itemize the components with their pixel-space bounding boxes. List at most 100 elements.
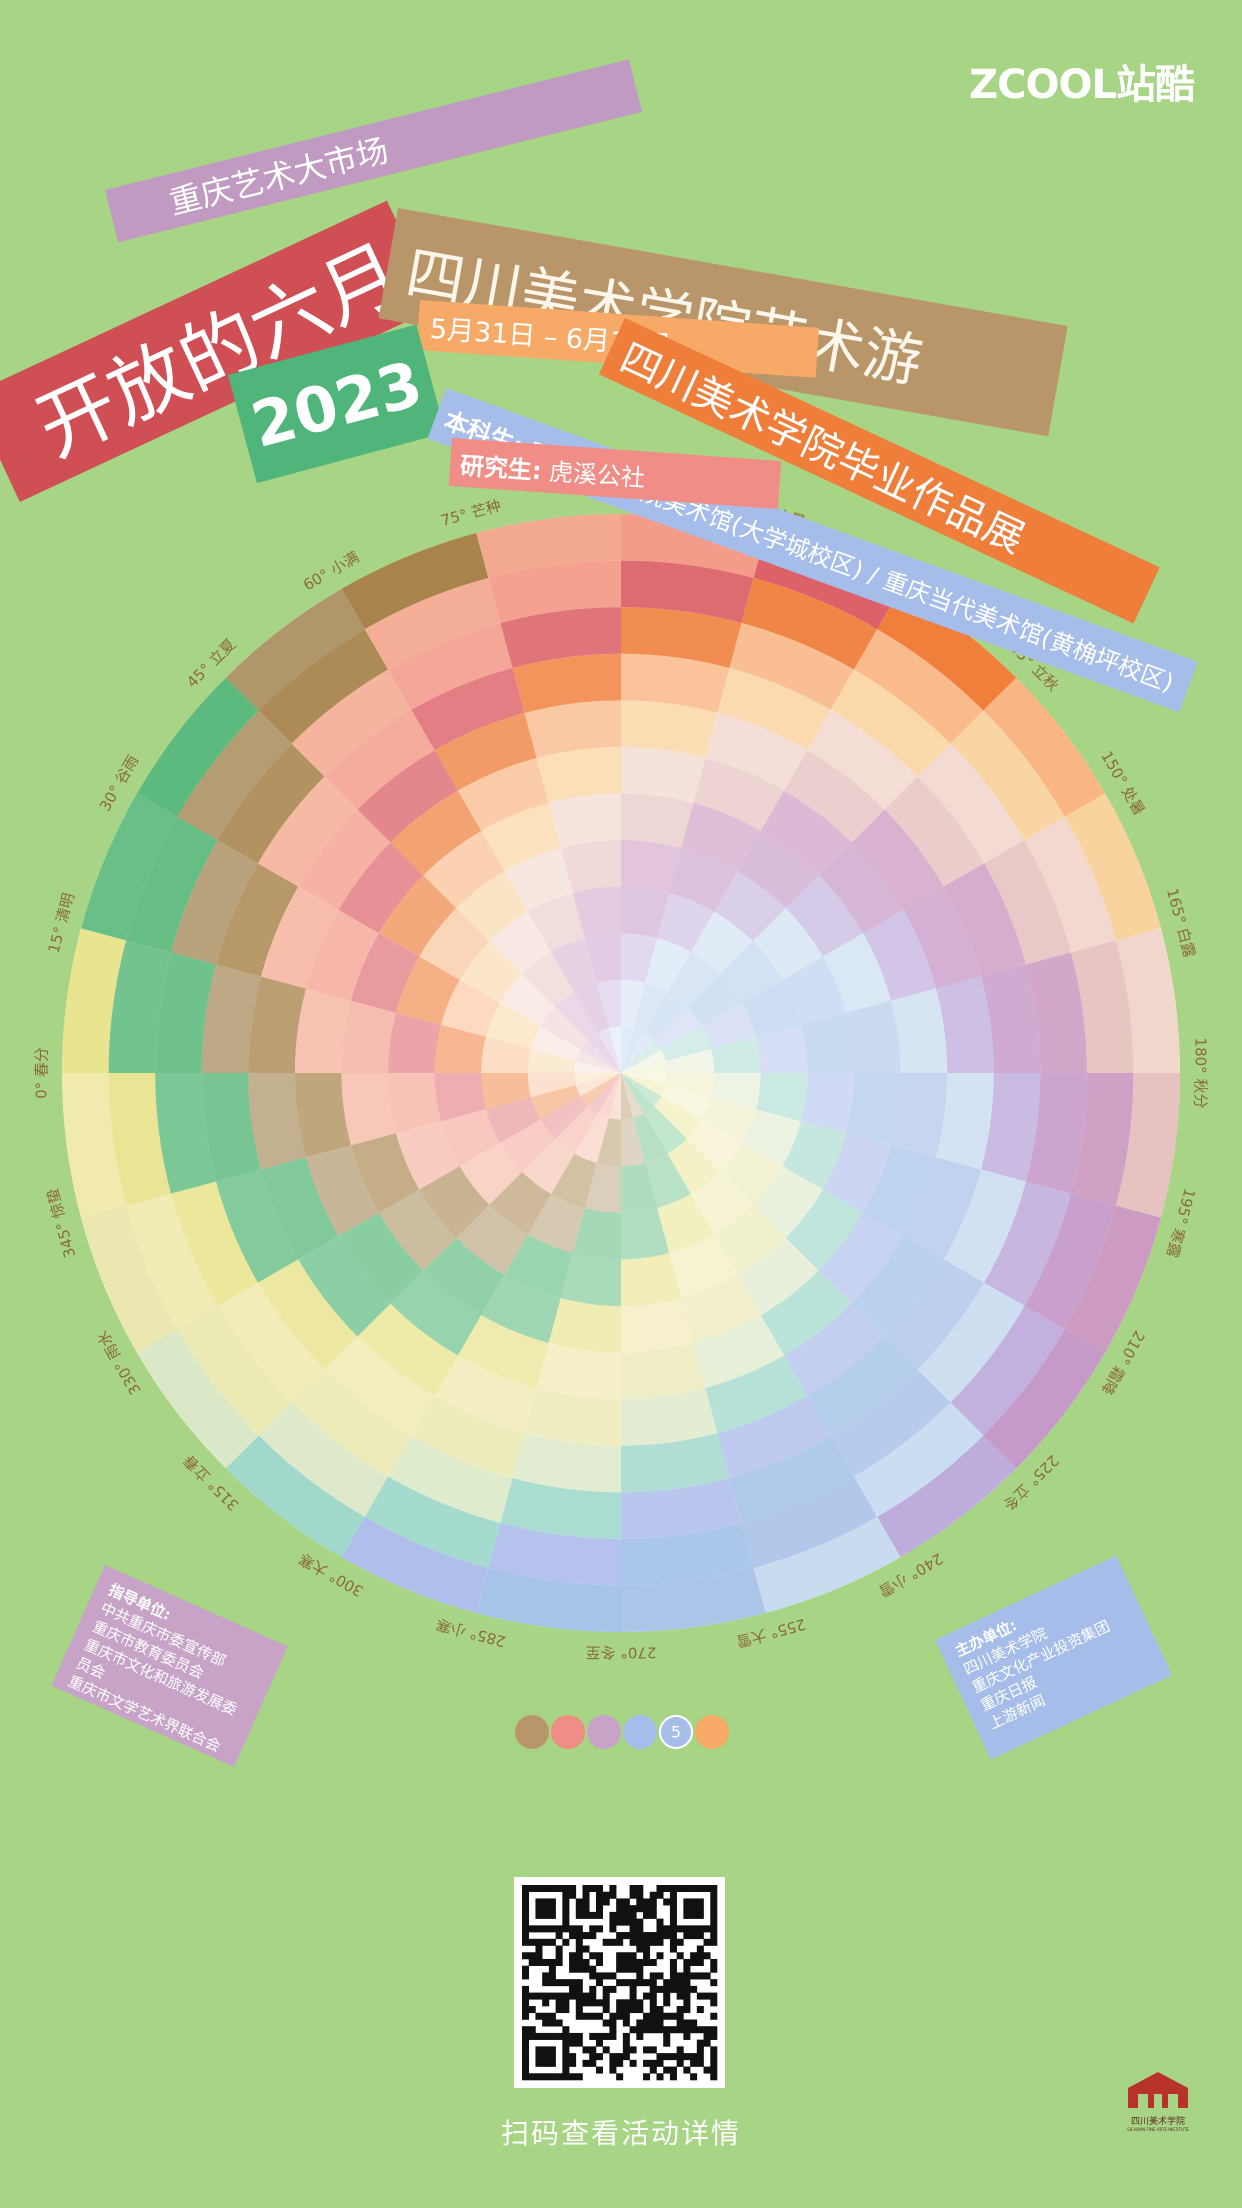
qr-module: [562, 1891, 570, 1899]
qr-module: [542, 1905, 550, 1913]
qr-module: [683, 1932, 691, 1940]
wheel-cell: [621, 1567, 766, 1632]
qr-module: [696, 1972, 704, 1980]
qr-module: [676, 1992, 684, 2000]
qr-module: [522, 1965, 530, 1973]
qr-module: [636, 1918, 644, 1926]
qr-module: [548, 2019, 556, 2027]
qr-module: [683, 1898, 691, 1906]
qr-module: [575, 2006, 583, 2014]
qr-module: [710, 1932, 718, 1940]
qr-module: [683, 1992, 691, 2000]
solar-term-label: 285° 小寒: [434, 1615, 507, 1651]
qr-module: [548, 2059, 556, 2067]
qr-module: [562, 2039, 570, 2047]
wheel-cell: [459, 1142, 523, 1205]
qr-module: [569, 2059, 577, 2067]
qr-module: [636, 1972, 644, 1980]
qr-module: [522, 1992, 530, 2000]
qr-module: [582, 1945, 590, 1953]
qr-module: [562, 2066, 570, 2074]
qr-module: [609, 2066, 617, 2074]
wheel-cell: [621, 746, 706, 804]
institute-english: SICHUAN FINE ARTS INSTITUTE: [1127, 2127, 1189, 2132]
wheel-cell: [705, 713, 808, 791]
qr-module: [555, 2032, 563, 2040]
wheel-cell: [81, 793, 178, 941]
qr-module: [649, 1972, 657, 1980]
qr-module: [569, 2073, 577, 2081]
qr-module: [562, 1918, 570, 1926]
wheel-cell: [752, 1166, 823, 1238]
qr-module: [616, 1952, 624, 1960]
wheel-cell: [1064, 793, 1161, 941]
wheel-cell: [621, 933, 658, 984]
qr-module: [542, 2053, 550, 2061]
wheel-cell: [714, 1204, 786, 1275]
wheel-cell: [667, 951, 720, 1008]
qr-module: [629, 1905, 637, 1913]
qr-module: [676, 2012, 684, 2020]
wheel-cell: [657, 893, 715, 952]
wheel-cell: [217, 1282, 325, 1403]
qr-module: [696, 1932, 704, 1940]
qr-module: [649, 2026, 657, 2034]
wheel-cell: [201, 964, 262, 1073]
qr-module: [542, 2019, 550, 2027]
grad-label: 研究生:: [459, 451, 543, 485]
wheel-cell: [737, 830, 819, 909]
qr-module: [683, 1979, 691, 1987]
qr-module: [616, 1965, 624, 1973]
qr-module: [575, 1992, 583, 2000]
qr-module: [649, 1999, 657, 2007]
qr-module: [582, 1932, 590, 1940]
qr-module: [669, 1979, 677, 1987]
wheel-cell: [644, 992, 687, 1041]
qr-module: [609, 1938, 617, 1946]
qr-module: [656, 1891, 664, 1899]
qr-module: [582, 2046, 590, 2054]
wheel-cell: [690, 1171, 753, 1235]
qr-module: [602, 2006, 610, 2014]
wheel-cell: [527, 1194, 585, 1253]
qr-module: [535, 1885, 543, 1893]
wheel-cell: [755, 1024, 808, 1073]
wheel-cell: [434, 1024, 487, 1073]
wheel-cell: [434, 1355, 537, 1433]
qr-module: [602, 1992, 610, 2000]
wheel-cell: [419, 908, 490, 980]
qr-module: [622, 1932, 630, 1940]
solar-term-label: 255° 大雪: [734, 1615, 807, 1651]
qr-module: [669, 1885, 677, 1893]
wheel-cell: [621, 607, 742, 669]
institute-emblem: [1128, 2072, 1188, 2108]
wheel-cell: [536, 746, 621, 804]
qr-module: [622, 2012, 630, 2020]
qr-module: [656, 1938, 664, 1946]
qr-module: [669, 2053, 677, 2061]
qr-module: [589, 2012, 597, 2020]
qr-module: [562, 2046, 570, 2054]
wheel-cell: [574, 983, 609, 1033]
solar-term-label: 75° 芒种: [439, 497, 503, 530]
wheel-cell: [574, 1073, 621, 1086]
wheel-cell: [177, 710, 292, 841]
wheel-cell: [782, 956, 846, 1025]
wheel-cell: [548, 793, 621, 849]
qr-module: [575, 1958, 583, 1966]
qr-module: [636, 1979, 644, 1987]
qr-module: [555, 1992, 563, 2000]
qr-module: [690, 2053, 698, 2061]
wheel-cell: [584, 1162, 621, 1213]
wheel-cell: [621, 1342, 706, 1400]
qr-module: [602, 2032, 610, 2040]
qr-module: [663, 1925, 671, 1933]
wheel-cell: [555, 992, 598, 1041]
wheel-cell: [388, 623, 513, 710]
qr-module: [589, 1885, 597, 1893]
qr-module: [542, 1972, 550, 1980]
qr-module: [636, 1891, 644, 1899]
wheel-cell: [755, 1073, 808, 1122]
wheel-cell: [536, 1342, 621, 1400]
wheel-cell: [719, 1142, 783, 1205]
